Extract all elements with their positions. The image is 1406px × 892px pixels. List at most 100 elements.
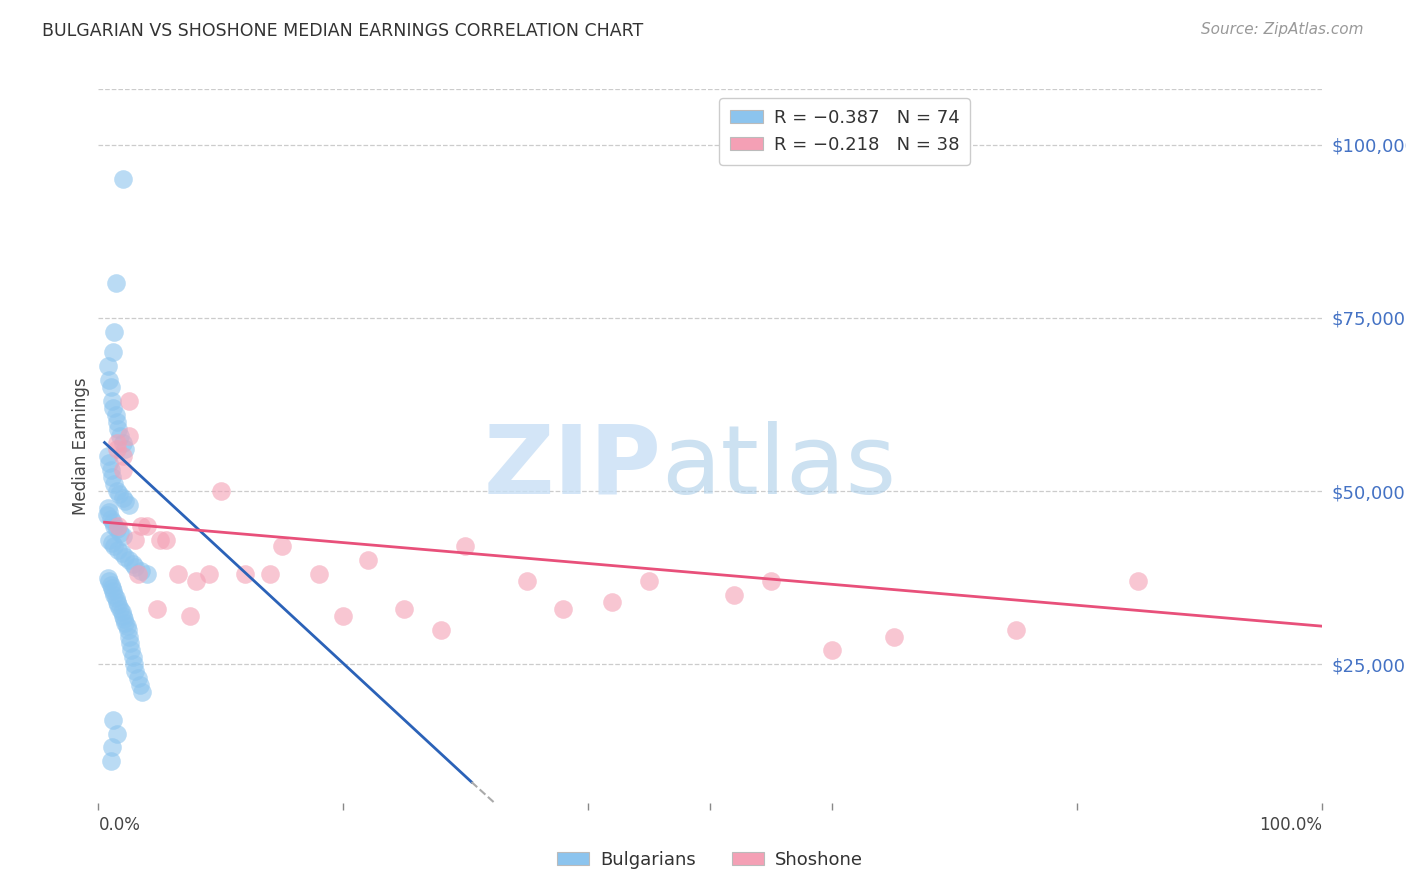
Point <box>114 494 136 508</box>
Point <box>107 518 129 533</box>
Point <box>124 560 146 574</box>
Point <box>111 605 134 619</box>
Point <box>1004 623 1026 637</box>
Point <box>124 533 146 547</box>
Point <box>104 276 127 290</box>
Point <box>101 401 124 415</box>
Point <box>114 615 136 630</box>
Point <box>209 483 232 498</box>
Point <box>98 574 121 588</box>
Point <box>103 325 125 339</box>
Point <box>101 515 124 529</box>
Point <box>103 540 125 554</box>
Point <box>136 567 159 582</box>
Point <box>105 522 128 536</box>
Point <box>97 450 120 464</box>
Point <box>105 435 128 450</box>
Point <box>259 567 281 582</box>
Point <box>131 685 153 699</box>
Point <box>883 630 905 644</box>
Point <box>101 740 124 755</box>
Point <box>101 584 124 599</box>
Text: 0.0%: 0.0% <box>98 816 141 834</box>
Point <box>98 373 121 387</box>
Point <box>454 540 477 554</box>
Point <box>111 450 134 464</box>
Point <box>98 505 121 519</box>
Point <box>118 498 141 512</box>
Point <box>101 713 124 727</box>
Point <box>118 553 141 567</box>
Point <box>96 508 118 523</box>
Point <box>104 591 127 606</box>
Point <box>104 408 127 422</box>
Point <box>186 574 208 588</box>
Point <box>155 533 177 547</box>
Point <box>108 487 131 501</box>
Point <box>110 602 132 616</box>
Point <box>114 442 136 457</box>
Text: 100.0%: 100.0% <box>1258 816 1322 834</box>
Point <box>129 678 152 692</box>
Point <box>197 567 219 582</box>
Point <box>100 512 122 526</box>
Text: atlas: atlas <box>661 421 896 514</box>
Point <box>127 671 149 685</box>
Text: ZIP: ZIP <box>484 421 661 514</box>
Point <box>98 456 121 470</box>
Point <box>821 643 844 657</box>
Point <box>1128 574 1150 588</box>
Point <box>600 595 623 609</box>
Point <box>127 567 149 582</box>
Point <box>124 664 146 678</box>
Point <box>167 567 190 582</box>
Point <box>100 380 122 394</box>
Point <box>332 608 354 623</box>
Point <box>111 491 134 505</box>
Point <box>101 536 124 550</box>
Point <box>107 543 129 558</box>
Point <box>179 608 201 623</box>
Point <box>105 415 128 429</box>
Point <box>637 574 661 588</box>
Point <box>98 533 121 547</box>
Point <box>149 533 172 547</box>
Point <box>121 650 143 665</box>
Point <box>103 588 125 602</box>
Point <box>761 574 783 588</box>
Point <box>118 394 141 409</box>
Point <box>117 623 139 637</box>
Point <box>120 636 142 650</box>
Point <box>111 435 134 450</box>
Y-axis label: Median Earnings: Median Earnings <box>72 377 90 515</box>
Point <box>115 619 138 633</box>
Point <box>101 470 124 484</box>
Point <box>111 546 134 560</box>
Point <box>105 595 128 609</box>
Point <box>100 754 122 768</box>
Point <box>233 567 256 582</box>
Point <box>101 581 124 595</box>
Point <box>122 657 145 672</box>
Point <box>107 599 129 613</box>
Point <box>136 518 159 533</box>
Legend: Bulgarians, Shoshone: Bulgarians, Shoshone <box>550 844 870 876</box>
Point <box>100 463 122 477</box>
Text: Source: ZipAtlas.com: Source: ZipAtlas.com <box>1201 22 1364 37</box>
Point <box>110 525 132 540</box>
Point <box>111 463 134 477</box>
Point <box>111 608 134 623</box>
Point <box>105 442 128 457</box>
Point <box>515 574 537 588</box>
Point <box>114 549 136 564</box>
Point <box>100 577 122 591</box>
Point <box>111 172 134 186</box>
Text: BULGARIAN VS SHOSHONE MEDIAN EARNINGS CORRELATION CHART: BULGARIAN VS SHOSHONE MEDIAN EARNINGS CO… <box>42 22 644 40</box>
Point <box>129 518 152 533</box>
Point <box>111 529 134 543</box>
Point <box>356 553 378 567</box>
Point <box>118 630 141 644</box>
Point <box>105 483 128 498</box>
Point <box>723 588 745 602</box>
Point <box>121 557 143 571</box>
